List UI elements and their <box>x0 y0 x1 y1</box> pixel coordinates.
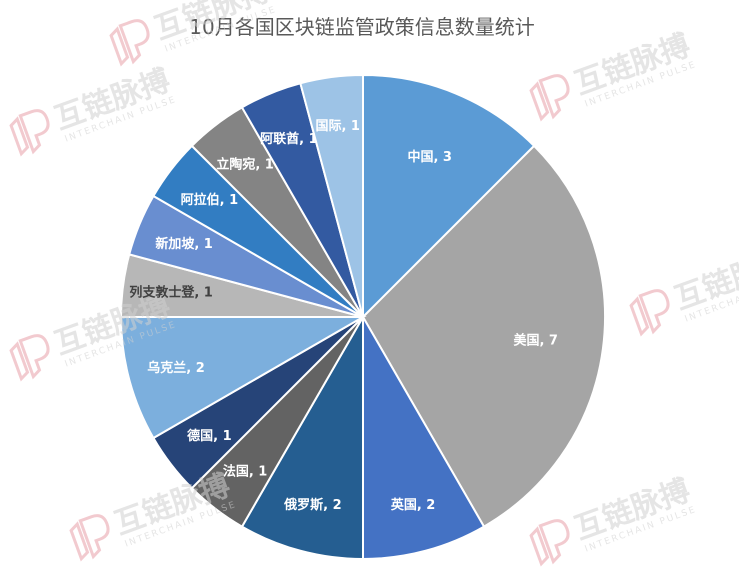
watermark-logo-icon <box>69 514 110 562</box>
data-label-13: 国际, 1 <box>315 119 360 134</box>
data-label-10: 阿拉伯, 1 <box>181 192 239 208</box>
pie-slice-2 <box>361 144 607 528</box>
pie-slice-3 <box>362 313 486 561</box>
watermark-logo-icon <box>629 289 670 337</box>
watermark-logo-icon <box>529 519 570 567</box>
watermark-logo-icon <box>109 19 150 67</box>
data-label-12: 阿联酋, 1 <box>260 131 318 147</box>
data-label-6: 德国, 1 <box>187 428 232 444</box>
data-label-4: 俄罗斯, 2 <box>283 497 342 513</box>
pie-slice-4 <box>240 313 364 561</box>
watermark-logo-icon <box>9 334 50 382</box>
watermark-logo-icon <box>529 74 570 122</box>
data-label-3: 英国, 2 <box>390 497 436 513</box>
pie-slices <box>119 73 607 561</box>
pie-slice-1 <box>362 73 536 320</box>
data-label-5: 法国, 1 <box>223 464 268 480</box>
pie-data-labels: 中国, 3 美国, 7 英国, 2 俄罗斯, 2 法国, 1 德国, 1 乌克兰, 2 列支敦… <box>129 119 558 513</box>
data-label-11: 立陶宛, 1 <box>216 156 274 172</box>
chart-title: 10月各国区块链监管政策信息数量统计 <box>189 15 534 39</box>
data-label-9: 新加坡, 1 <box>155 236 213 252</box>
watermark-logo-icon <box>9 109 50 157</box>
data-label-8: 列支敦士登, 1 <box>129 285 213 301</box>
data-label-1: 中国, 3 <box>407 149 452 165</box>
pie-slice-13 <box>299 73 364 318</box>
data-label-7: 乌克兰, 2 <box>147 360 205 376</box>
data-label-2: 美国, 7 <box>513 333 558 349</box>
pie-slice-7 <box>119 316 367 440</box>
